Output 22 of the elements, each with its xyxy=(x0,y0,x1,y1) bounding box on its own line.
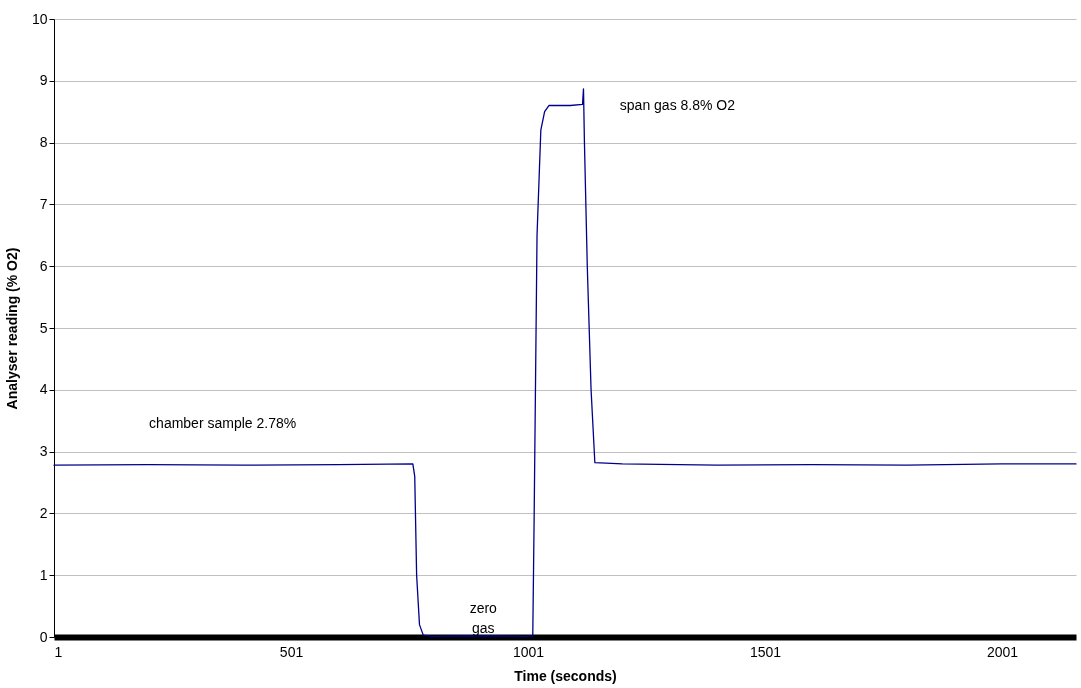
y-tick-label: 8 xyxy=(39,134,48,151)
y-tick-label: 10 xyxy=(31,10,48,27)
x-axis-title: Time (seconds) xyxy=(514,667,617,684)
x-tick-label: 1 xyxy=(54,643,63,660)
y-axis-title: Analyser reading (% O2) xyxy=(3,247,20,410)
annotation: chamber sample 2.78% xyxy=(149,414,297,431)
y-tick-label: 1 xyxy=(39,566,48,583)
x-tick-label: 1001 xyxy=(512,643,545,660)
y-tick-label: 6 xyxy=(39,257,48,274)
x-tick-label: 1501 xyxy=(749,643,782,660)
y-tick-label: 2 xyxy=(39,504,48,521)
annotation: zero gas xyxy=(469,600,498,637)
y-tick-label: 5 xyxy=(39,319,48,336)
y-tick-label: 0 xyxy=(39,628,48,645)
annotation: span gas 8.8% O2 xyxy=(619,96,736,113)
y-tick-label: 7 xyxy=(39,195,48,212)
line-series xyxy=(53,88,1077,638)
y-tick-label: 4 xyxy=(39,381,48,398)
x-tick-label: 2001 xyxy=(986,643,1019,660)
x-tick-label: 501 xyxy=(279,643,304,660)
y-tick-label: 3 xyxy=(39,443,48,460)
y-tick-label: 9 xyxy=(39,72,48,89)
